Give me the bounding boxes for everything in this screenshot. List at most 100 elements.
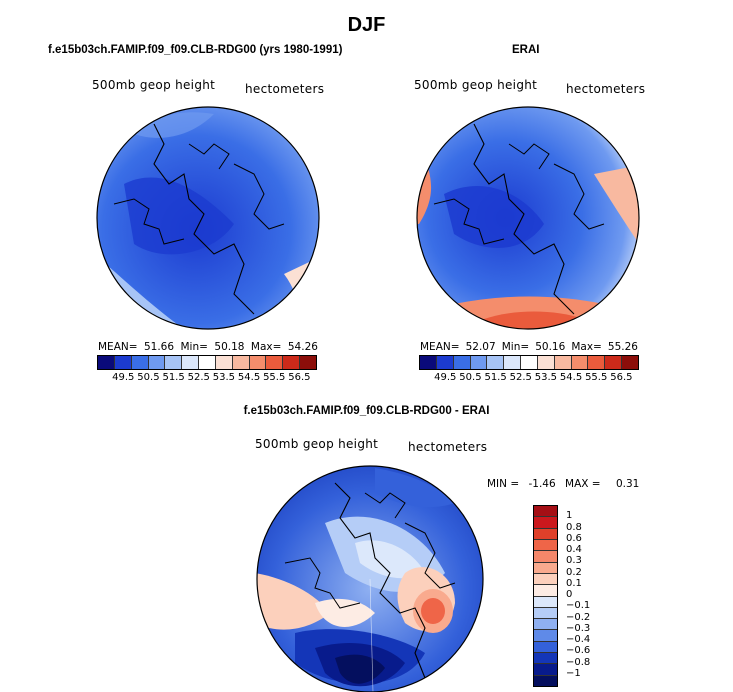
colorbar-tick-label: 0: [566, 589, 573, 600]
colorbar-tick-label: 0.1: [566, 577, 582, 589]
colorbar-swatch: [534, 573, 557, 586]
colorbar-tick-label: −0.1: [566, 600, 591, 612]
colorbar-swatch: [148, 356, 166, 369]
panel-title-erai: ERAI: [512, 44, 540, 56]
colorbar-swatch: [420, 356, 437, 369]
polar-map-diff: [256, 465, 484, 692]
units-label-model: hectometers: [245, 82, 325, 96]
colorbar-swatch: [571, 356, 589, 369]
colorbar-tick-label: 53.5: [212, 372, 236, 383]
colorbar-tick-label: −1: [566, 667, 581, 679]
colorbar-swatch: [300, 356, 316, 369]
colorbar-labels-erai: 49.5 50.5 51.5 52.5 53.5 54.5 55.5 56.5: [419, 372, 637, 384]
colorbar-tick-label: 0.3: [566, 555, 582, 567]
min-value: -1.46: [528, 478, 556, 490]
colorbar-swatch: [534, 506, 557, 518]
colorbar-swatch: [487, 356, 505, 369]
colorbar-swatch: [534, 539, 557, 552]
max-value: 55.26: [607, 341, 638, 353]
colorbar-swatch: [534, 551, 557, 563]
colorbar-tick-label: −0.8: [566, 656, 591, 668]
colorbar-tick-label: 56.5: [288, 372, 311, 383]
colorbar-swatch: [165, 356, 183, 369]
colorbar-swatch: [534, 607, 557, 620]
max-value: 54.26: [287, 341, 318, 353]
colorbar-tick-label: 0.2: [566, 566, 582, 578]
colorbar-tick-label: 54.5: [237, 372, 261, 383]
colorbar-labels-model: 49.5 50.5 51.5 52.5 53.5 54.5 55.5 56.5: [97, 372, 315, 384]
colorbar-swatch: [534, 641, 557, 654]
colorbar-swatch: [98, 356, 115, 369]
colorbar-swatch: [199, 356, 216, 369]
colorbar-labels-diff: 1 0.8 0.6 0.4 0.3 0.2 0.1 0 −0.1 −0.2 −0.3 −0.4 −0.6…: [566, 505, 606, 687]
colorbar-tick-label: 51.5: [162, 372, 185, 383]
colorbar-erai: [419, 355, 639, 370]
colorbar-tick-label: 50.5: [459, 372, 482, 383]
colorbar-tick-label: 50.5: [137, 372, 160, 383]
colorbar-swatch: [534, 528, 557, 540]
colorbar-tick-label: 0.6: [566, 532, 582, 544]
colorbar-swatch: [534, 517, 557, 529]
colorbar-tick-label: 0.8: [566, 521, 582, 533]
panel-title-model: f.e15b03ch.FAMIP.f09_f09.CLB-RDG00 (yrs …: [48, 44, 343, 56]
colorbar-swatch: [622, 356, 638, 369]
colorbar-swatch: [534, 619, 557, 631]
colorbar-swatch: [504, 356, 522, 369]
stats-erai: MEAN= 52.07 Min= 50.16 Max= 55.26: [420, 341, 638, 353]
colorbar-tick-label: −0.6: [566, 645, 591, 657]
units-label-erai: hectometers: [566, 82, 646, 96]
units-label-diff: hectometers: [408, 440, 488, 454]
mean-value: 52.07: [465, 341, 496, 353]
colorbar-tick-label: 56.5: [610, 372, 633, 383]
colorbar-swatch: [534, 675, 557, 686]
min-label: Min=: [501, 341, 530, 353]
colorbar-tick-label: 52.5: [187, 372, 210, 383]
colorbar-swatch: [534, 630, 557, 642]
polar-map-erai: [416, 106, 640, 330]
mean-label: MEAN=: [98, 341, 138, 353]
colorbar-tick-label: 49.5: [112, 372, 135, 383]
stats-model: MEAN= 51.66 Min= 50.18 Max= 54.26: [98, 341, 318, 353]
colorbar-swatch: [283, 356, 301, 369]
colorbar-swatch: [554, 356, 572, 369]
stats-diff: MIN = -1.46 MAX = 0.31: [487, 478, 639, 490]
colorbar-tick-label: 0.4: [566, 544, 582, 555]
min-label: Min=: [180, 341, 208, 353]
colorbar-swatch: [534, 562, 557, 574]
coastline: [153, 123, 255, 315]
min-value: 50.16: [535, 341, 566, 353]
colorbar-swatch: [436, 356, 454, 369]
mean-label: MEAN=: [420, 341, 460, 353]
colorbar-tick-label: −0.3: [566, 622, 591, 634]
page-title: DJF: [347, 14, 386, 36]
colorbar-tick-label: 49.5: [434, 372, 457, 383]
colorbar-swatch: [588, 356, 606, 369]
colorbar-swatch: [266, 356, 284, 369]
colorbar-tick-label: 53.5: [534, 372, 558, 383]
colorbar-tick-label: −0.2: [566, 611, 591, 623]
colorbar-swatch: [534, 585, 557, 597]
field-label-model: 500mb geop height: [92, 78, 216, 92]
polar-map-model: [96, 106, 320, 330]
max-label: Max=: [250, 341, 282, 353]
max-label: MAX =: [565, 478, 601, 490]
colorbar-swatch: [470, 356, 488, 369]
field-label-erai: 500mb geop height: [414, 78, 538, 92]
colorbar-swatch: [537, 356, 555, 369]
colorbar-tick-label: −0.4: [566, 634, 591, 645]
colorbar-tick-label: 51.5: [484, 372, 507, 383]
colorbar-model: [97, 355, 317, 370]
panel-title-diff: f.e15b03ch.FAMIP.f09_f09.CLB-RDG00 - ERA…: [243, 405, 490, 417]
colorbar-diff: [533, 505, 558, 687]
colorbar-swatch: [534, 664, 557, 676]
colorbar-tick-label: 55.5: [585, 372, 608, 383]
min-label: MIN =: [487, 478, 520, 490]
colorbar-swatch: [534, 596, 557, 608]
colorbar-swatch: [114, 356, 132, 369]
colorbar-tick-label: 52.5: [509, 372, 532, 383]
colorbar-swatch: [521, 356, 538, 369]
colorbar-tick-label: 55.5: [263, 372, 286, 383]
colorbar-swatch: [232, 356, 250, 369]
colorbar-swatch: [534, 653, 557, 665]
colorbar-swatch: [182, 356, 200, 369]
